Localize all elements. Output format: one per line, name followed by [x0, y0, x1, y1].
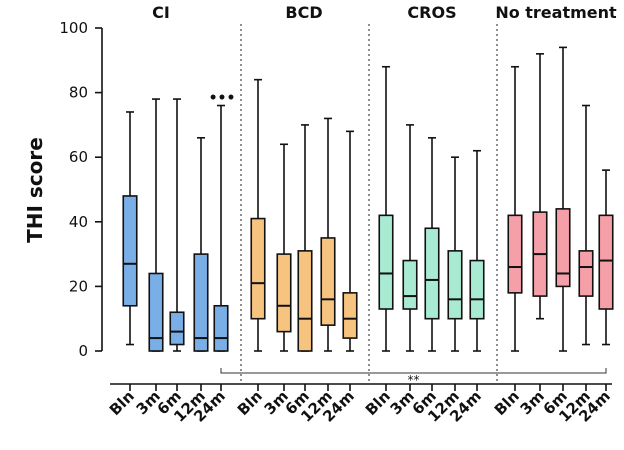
group-labels: CI BCD CROS No treatment [152, 3, 617, 22]
y-tick-label-20: 20 [69, 277, 88, 295]
y-tick-label-60: 60 [69, 148, 88, 166]
y-tick-label-40: 40 [69, 213, 88, 231]
box-ci-6m [169, 98, 185, 352]
box-ci-24m [213, 104, 229, 352]
box-no-treatment-12m [578, 104, 594, 346]
box-bcd-6m [297, 124, 313, 352]
box-cros-12m [447, 156, 463, 352]
significance-bracket [220, 368, 607, 374]
y-axis: 0 20 40 60 80 100 [59, 19, 103, 360]
box-bcd-3m [276, 143, 292, 352]
x-tick-label-bln: Bln [234, 387, 266, 419]
box-cros-3m [402, 124, 418, 352]
box-no-treatment-6m [555, 46, 571, 352]
box-body [342, 292, 358, 339]
group-label-cros: CROS [407, 3, 456, 22]
box-body [378, 214, 394, 310]
significance-label: ** [408, 373, 420, 387]
box-body [250, 217, 266, 320]
box-body [148, 272, 164, 352]
outlier-marker: ••• [209, 91, 236, 107]
box-body [297, 250, 313, 352]
box-ci-bln [122, 111, 138, 346]
box-no-treatment-3m [532, 53, 548, 320]
box-body [402, 259, 418, 310]
box-no-treatment-24m [598, 169, 614, 346]
box-body [122, 195, 138, 307]
box-body [320, 237, 336, 326]
box-bcd-bln [250, 78, 266, 352]
y-tick-label-80: 80 [69, 84, 88, 102]
box-cros-6m [424, 137, 440, 352]
box-body [213, 304, 229, 352]
box-body [193, 253, 209, 352]
box-body [169, 311, 185, 346]
box-body [555, 208, 571, 288]
y-tick-label-0: 0 [78, 342, 88, 360]
box-cros-bln [378, 65, 394, 352]
y-axis-title: THI score [23, 137, 47, 243]
box-body [469, 259, 485, 320]
group-label-no-treatment: No treatment [495, 3, 617, 22]
group-label-bcd: BCD [285, 3, 322, 22]
group-label-ci: CI [152, 3, 170, 22]
box-cros-24m [469, 149, 485, 352]
box-ci-3m [148, 98, 164, 352]
box-no-treatment-bln [507, 65, 523, 352]
box-body [276, 253, 292, 333]
box-body [424, 227, 440, 320]
box-ci-12m [193, 137, 209, 352]
box-body [598, 214, 614, 310]
box-body [507, 214, 523, 294]
box-plots: ••• [122, 46, 614, 352]
box-bcd-24m [342, 130, 358, 352]
x-tick-label-bln: Bln [106, 387, 138, 419]
box-body [447, 250, 463, 320]
box-bcd-12m [320, 117, 336, 352]
box-body [578, 250, 594, 297]
y-tick-label-100: 100 [59, 19, 88, 37]
